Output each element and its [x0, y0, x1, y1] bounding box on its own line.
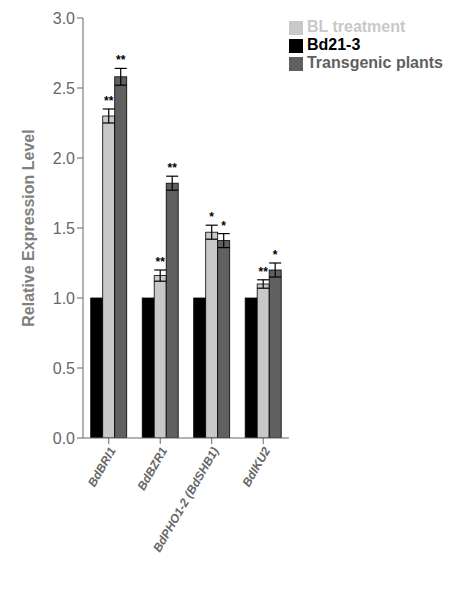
svg-text:**: ** — [156, 255, 166, 269]
svg-text:*: * — [209, 210, 214, 224]
svg-text:1.0: 1.0 — [53, 290, 75, 307]
svg-text:BdBRI1: BdBRI1 — [85, 444, 119, 489]
svg-text:BdPHO1-2 (BdSHB1): BdPHO1-2 (BdSHB1) — [150, 445, 221, 555]
svg-text:BdBZR1: BdBZR1 — [134, 444, 170, 492]
svg-text:2.5: 2.5 — [53, 80, 75, 97]
svg-text:*: * — [221, 219, 226, 233]
svg-text:*: * — [273, 248, 278, 262]
svg-text:1.5: 1.5 — [53, 220, 75, 237]
svg-text:**: ** — [168, 161, 178, 175]
svg-text:**: ** — [104, 94, 114, 108]
html-text:Bd21-3: Bd21-3 — [307, 36, 361, 53]
svg-text:3.0: 3.0 — [53, 10, 75, 27]
svg-text:BdIKU2: BdIKU2 — [239, 444, 273, 489]
svg-text:**: ** — [259, 265, 269, 279]
html-text:Transgenic plants: Transgenic plants — [307, 54, 443, 71]
svg-text:2.0: 2.0 — [53, 150, 75, 167]
svg-text:Relative Expression Level: Relative Expression Level — [20, 129, 37, 326]
svg-text:0.0: 0.0 — [53, 430, 75, 447]
svg-text:**: ** — [116, 53, 126, 67]
html-text:BL treatment: BL treatment — [307, 18, 406, 35]
svg-text:0.5: 0.5 — [53, 360, 75, 377]
